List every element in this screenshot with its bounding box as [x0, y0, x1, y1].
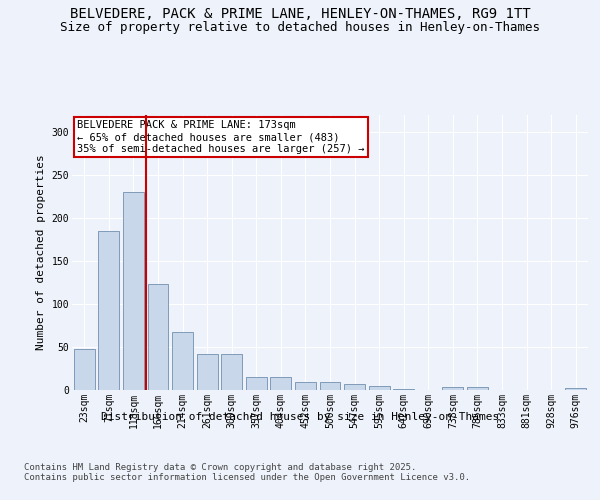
Bar: [172, 332, 193, 390]
Text: BELVEDERE PACK & PRIME LANE: 173sqm
← 65% of detached houses are smaller (483)
3: BELVEDERE PACK & PRIME LANE: 173sqm ← 65…: [77, 120, 365, 154]
Bar: [393, 389, 414, 390]
Bar: [442, 388, 463, 390]
Y-axis label: Number of detached properties: Number of detached properties: [36, 154, 46, 350]
Bar: [271, 377, 292, 390]
Bar: [148, 284, 169, 390]
Bar: [197, 354, 218, 390]
Text: Contains HM Land Registry data © Crown copyright and database right 2025.
Contai: Contains HM Land Registry data © Crown c…: [24, 462, 470, 482]
Bar: [368, 386, 389, 390]
Bar: [295, 382, 316, 390]
Bar: [246, 377, 267, 390]
Bar: [221, 354, 242, 390]
Bar: [320, 382, 340, 390]
Bar: [565, 388, 586, 390]
Bar: [123, 192, 144, 390]
Text: Size of property relative to detached houses in Henley-on-Thames: Size of property relative to detached ho…: [60, 21, 540, 34]
Bar: [467, 388, 488, 390]
Text: BELVEDERE, PACK & PRIME LANE, HENLEY-ON-THAMES, RG9 1TT: BELVEDERE, PACK & PRIME LANE, HENLEY-ON-…: [70, 8, 530, 22]
Bar: [98, 231, 119, 390]
Bar: [344, 384, 365, 390]
Text: Distribution of detached houses by size in Henley-on-Thames: Distribution of detached houses by size …: [101, 412, 499, 422]
Bar: [74, 349, 95, 390]
